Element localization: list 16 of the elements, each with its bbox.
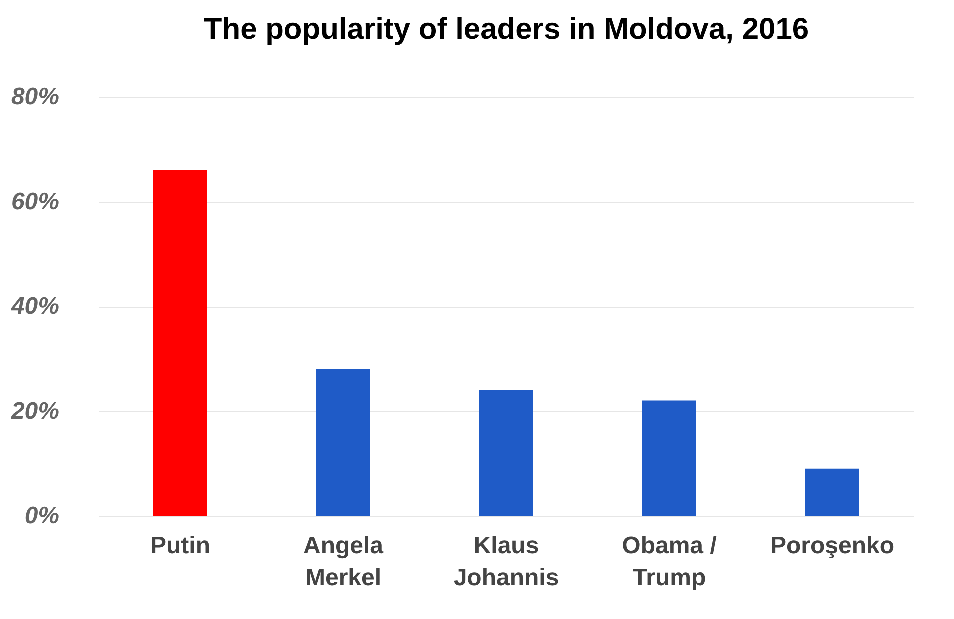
y-tick-label: 20%	[10, 398, 60, 425]
y-tick-label: 60%	[11, 188, 60, 216]
bar	[642, 400, 696, 516]
x-tick-label: Klaus Johannis	[454, 532, 560, 592]
x-tick-label: Putin	[150, 532, 210, 560]
chart-title: The popularity of leaders in Moldova, 2016	[204, 13, 810, 46]
x-tick-label: Obama / Trump	[622, 532, 718, 592]
x-tick-label: Poroşenko	[770, 532, 895, 560]
bar	[806, 468, 860, 516]
bar	[316, 369, 370, 516]
x-tick-label: Angela Merkel	[303, 532, 384, 592]
y-tick-label: 40%	[10, 293, 60, 320]
y-tick-label: 80%	[11, 84, 60, 110]
y-tick-label: 0%	[24, 502, 60, 530]
bar	[480, 390, 534, 516]
bar	[154, 170, 208, 516]
